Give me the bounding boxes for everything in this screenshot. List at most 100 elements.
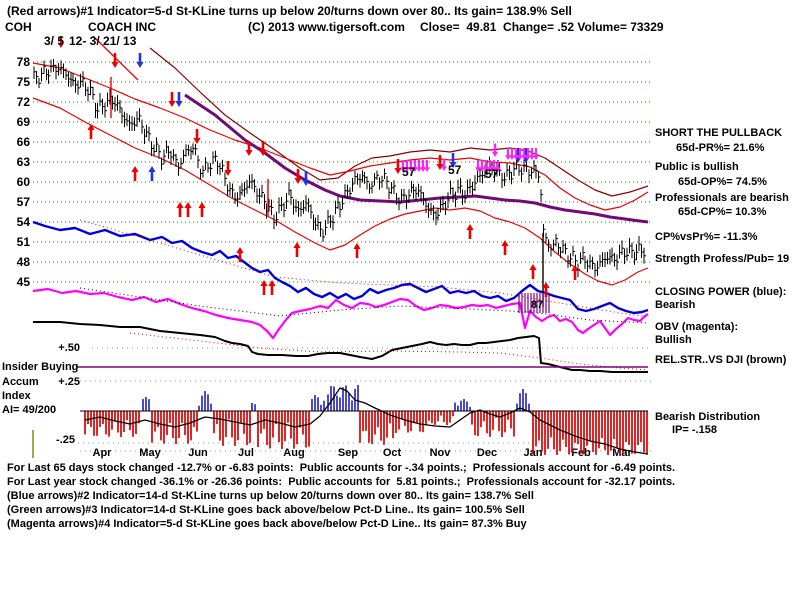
blue-down-arrow [449,153,457,168]
blue-down-arrow [136,53,144,68]
magenta-down-arrow [400,160,406,172]
ai-value: AI= 49/200 [2,404,57,416]
price-axis-54: 54 [16,215,30,229]
red-down-arrow [224,161,232,176]
magenta-down-arrow [475,160,481,172]
chart-lines [32,35,649,455]
red-up-arrow [184,202,192,217]
right-panel-obv-verdict: Bullish [655,334,692,346]
magenta-down-arrow [517,148,523,160]
date-range-left: 3/ 5 [44,34,65,48]
magenta-down-arrow [416,160,422,172]
price-axis-63: 63 [16,155,30,169]
red-up-arrow [571,265,579,280]
magenta-down-arrow [491,143,499,157]
right-panel-public: Public is bullish [655,161,739,173]
price-axis-57: 57 [16,195,30,209]
footer-line1: For Last 65 days stock changed -12.7% or… [7,462,676,474]
hist-ma-line [84,387,649,455]
red-up-arrow [198,202,206,217]
blue-up-arrow [148,166,156,181]
magenta-down-arrow [420,160,426,172]
footer-line3: (Blue arrows)#2 Indicator=14-d St-KLine … [7,490,534,502]
obv-line [32,287,649,340]
month-label-aug: Aug [283,447,304,459]
red-up-arrow [501,240,509,255]
magenta-down-arrow [483,160,489,172]
right-panel-closing-power: CLOSING POWER (blue): [655,286,787,298]
month-axis: AprMayJunJulAugSepOctNovDecJanFebMar [93,447,633,459]
magenta-down-arrow [495,160,501,172]
month-label-jun: Jun [188,447,208,459]
magenta-down-arrow [529,148,535,160]
price-axis-78: 78 [16,55,30,69]
gridlines [33,61,651,452]
obv-trendline-dotted [79,287,649,324]
right-panel-ip: IP= -.158 [672,424,717,436]
upper-band-red [32,62,649,211]
magenta-down-arrow [424,160,430,172]
magenta-down-arrow [509,148,515,160]
price-axis-69: 69 [16,115,30,129]
magenta-down-arrow [533,148,539,160]
closing-power-line [32,220,649,315]
red-up-arrow [542,282,550,297]
red-up-arrow [529,264,537,279]
footer-line5: (Magenta arrows)#4 Indicator=5-d St-KLin… [7,518,527,530]
red-up-arrow [236,247,244,262]
magenta-down-arrow [412,160,418,172]
month-label-may: May [139,447,161,459]
quote-line: Close= 49.81 Change= .52 Volume= 73329 [420,20,664,34]
accum-histogram [84,385,648,455]
accum-label: Accum [2,376,39,388]
red-down-arrow [259,141,267,156]
month-label-nov: Nov [430,447,452,459]
aux-axis-plus50: +.50 [58,342,80,354]
red-up-arrow [260,280,268,295]
magenta-down-arrow [505,148,511,160]
footer-line2: For Last year stock changed -36.1% or -2… [7,476,676,488]
copyright: (C) 2013 www.tigersoft.com [248,20,405,34]
blue-down-arrow [175,92,183,107]
red-up-arrow [353,243,361,258]
insider-hatch-marker [518,293,550,313]
month-label-dec: Dec [477,447,497,459]
month-label-oct: Oct [383,447,402,459]
right-panel-distribution: Bearish Distribution [655,411,761,423]
month-label-jul: Jul [238,447,254,459]
red-down-arrow [168,92,176,107]
red-down-arrow [193,129,201,144]
price-axis-45: 45 [16,275,30,289]
right-panel-cpvspr: CP%vsPr%= -11.3% [655,231,758,243]
price-axis-48: 48 [16,255,30,269]
signal-arrows [58,36,579,297]
right-panel-short-pullback: SHORT THE PULLBACK [655,127,783,139]
right-panel-professionals: Professionals are bearish [655,192,789,204]
red-up-arrow [293,242,301,257]
insider-buying-label: Insider Buying [2,361,79,373]
red-up-arrow [466,224,474,239]
date-range-right: 12- 3/ 21/ 13 [69,34,137,48]
ticker-symbol: COH [5,20,32,34]
index-label: Index [2,390,31,402]
footer-line4: (Green arrows)#3 Indicator=14-d St-KLine… [7,504,525,516]
red-up-arrow [87,124,95,139]
magenta-down-arrow [513,148,519,160]
magenta-down-arrow [441,159,447,171]
magenta-down-arrow [521,148,527,160]
right-panel-cp-verdict: Bearish [655,299,696,311]
price-axis-51: 51 [16,235,30,249]
aux-axis-minus25: -.25 [56,434,75,446]
upper-band-maroon [149,47,649,197]
red-down-arrow [294,169,302,184]
blue-down-arrow [302,171,310,186]
red-down-arrow [111,53,119,68]
magenta-down-arrow [491,160,497,172]
right-panel-relstr: REL.STR..VS DJI (brown) [655,354,787,366]
header-line1: (Red arrows)#1 Indicator=5-d St-KLine tu… [7,4,572,18]
price-tag-57-c: 57 [485,167,499,181]
red-up-arrow [131,166,139,181]
price-tag-57-a: 57 [402,165,416,179]
price-axis-75: 75 [16,75,30,89]
